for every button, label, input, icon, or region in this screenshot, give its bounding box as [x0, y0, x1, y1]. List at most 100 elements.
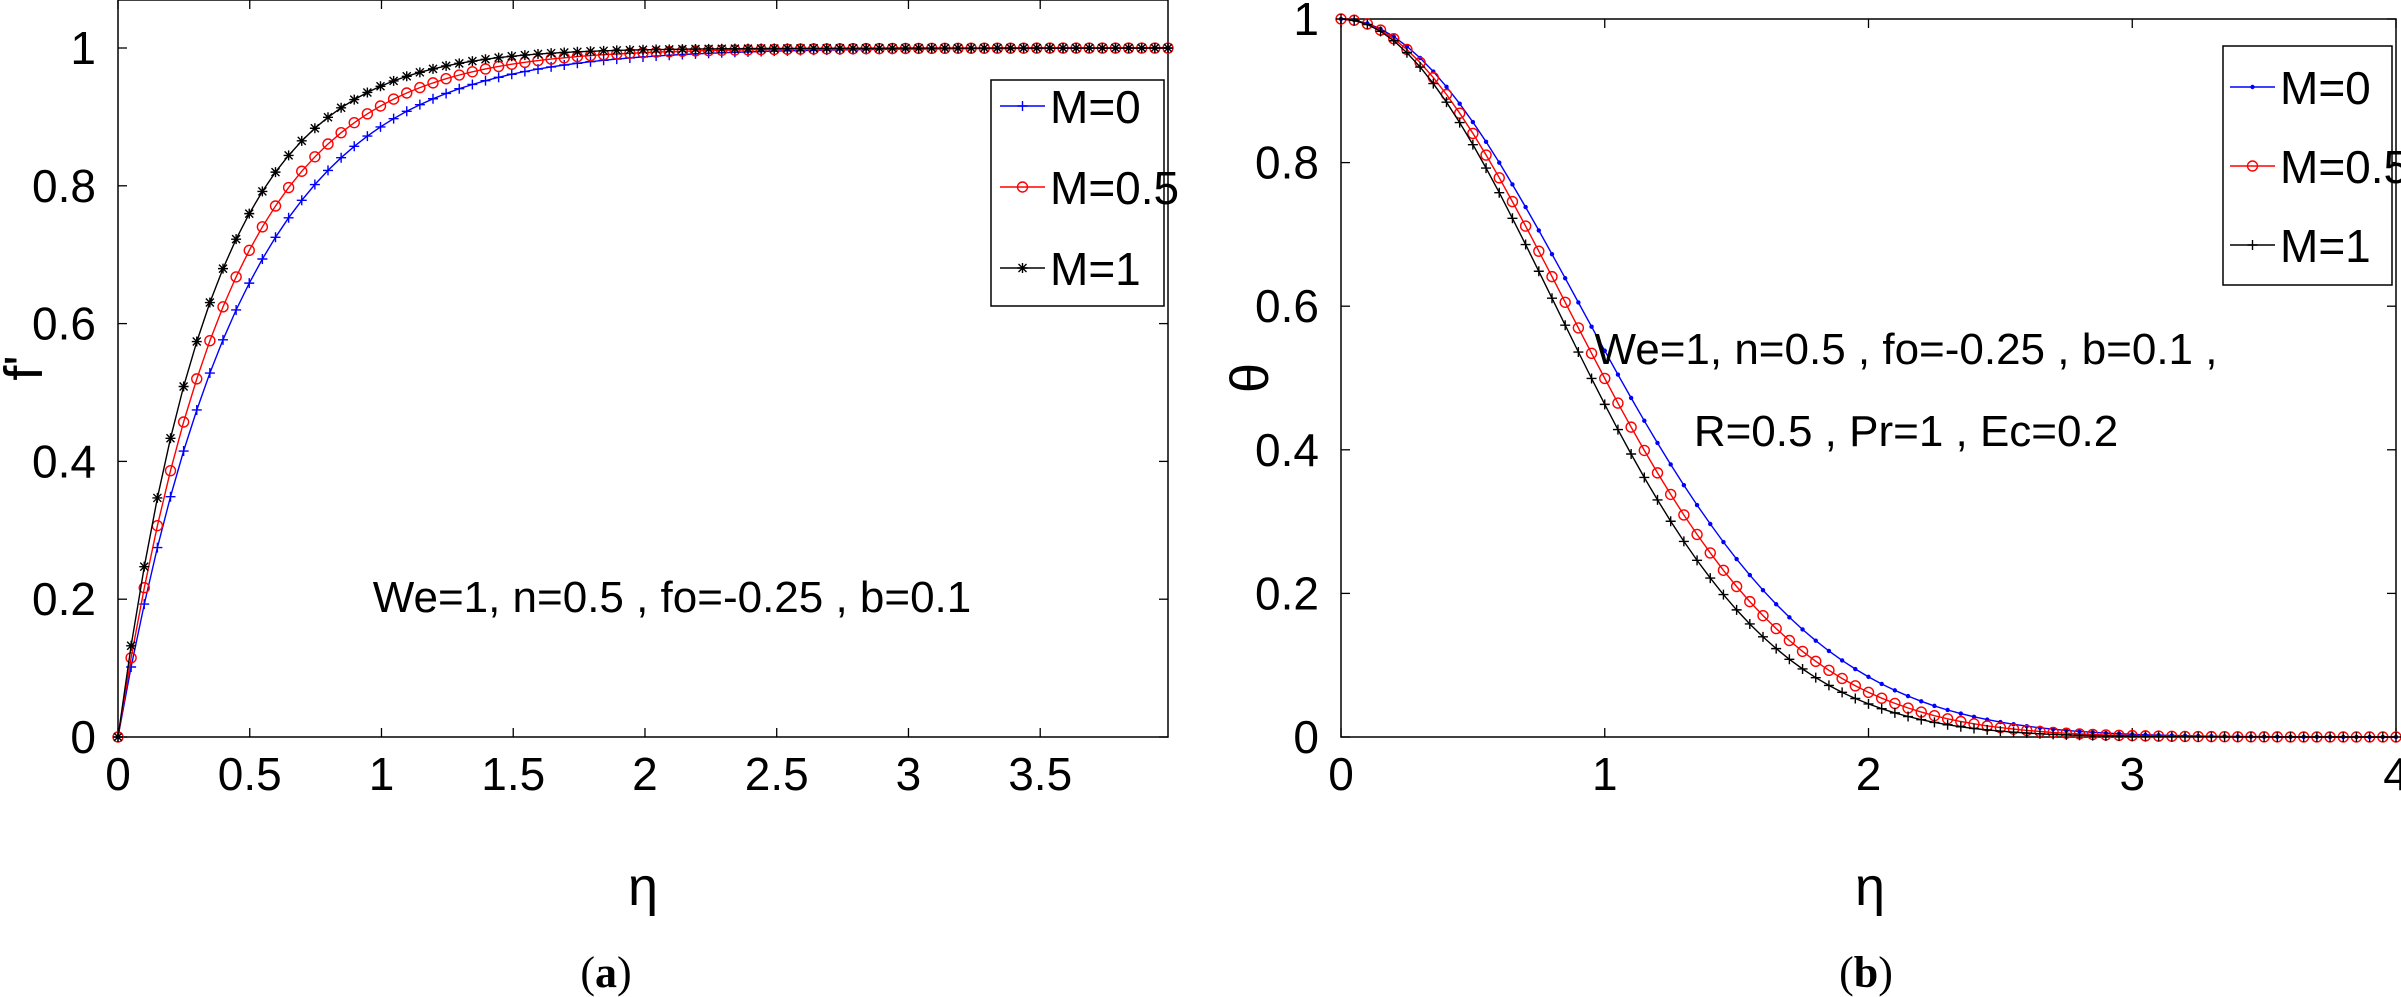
data-point [1506, 195, 1519, 208]
data-point [1823, 664, 1835, 677]
data-point [1796, 645, 1809, 658]
data-point [1628, 395, 1634, 401]
data-point [1612, 397, 1624, 409]
data-point [887, 43, 898, 54]
data-point [178, 381, 189, 392]
data-point [1718, 589, 1729, 600]
data-point [441, 60, 452, 71]
x-tick-label: 1 [1592, 748, 1618, 800]
data-point [480, 54, 491, 65]
data-point [1520, 239, 1531, 250]
data-point [664, 44, 675, 55]
data-point [204, 368, 215, 379]
data-point [270, 167, 281, 178]
data-point [164, 464, 177, 477]
data-point [322, 138, 334, 150]
data-point [611, 45, 622, 56]
data-point [1572, 322, 1585, 334]
data-point [834, 43, 845, 54]
data-point [1638, 444, 1651, 457]
data-point [243, 244, 255, 257]
data-point [1730, 580, 1743, 593]
x-tick-label: 0.5 [218, 748, 282, 800]
data-point [1612, 424, 1623, 435]
data-point [1589, 324, 1594, 329]
data-point [1547, 293, 1557, 304]
data-point [113, 732, 123, 742]
data-point [493, 72, 504, 83]
data-point [388, 113, 399, 124]
data-point [1349, 15, 1360, 26]
data-point [1507, 213, 1518, 224]
data-point [756, 43, 767, 54]
data-point [1599, 399, 1610, 410]
series-group-b [1335, 13, 2401, 743]
data-point [795, 43, 806, 54]
data-point [1995, 726, 2006, 737]
data-point [1467, 139, 1478, 150]
data-point [900, 43, 911, 54]
y-tick-label: 0.6 [32, 298, 96, 350]
data-point [1031, 43, 1042, 54]
data-point [191, 404, 202, 415]
legend-label-m0: M=0 [1050, 81, 1141, 133]
data-point [1945, 707, 1950, 713]
data-point [1665, 516, 1676, 527]
x-tick-label: 3.5 [1008, 748, 1072, 800]
data-point [453, 69, 465, 81]
data-point [1559, 296, 1571, 308]
legend-marker [2250, 84, 2255, 90]
y-tick-label: 0.6 [1255, 280, 1319, 332]
data-point [1773, 602, 1779, 607]
data-point [559, 47, 570, 58]
chart-panel-b: 0 1 2 3 4 0 0.2 0.4 0.6 0.8 1 η θ We=1, n=0.5 , f… [1220, 0, 2401, 997]
data-point [1639, 472, 1650, 483]
data-point [1942, 719, 1953, 730]
data-point [349, 94, 360, 105]
data-point [1760, 587, 1766, 593]
data-point [1415, 62, 1426, 73]
data-point [1615, 372, 1621, 377]
data-point [257, 186, 268, 197]
data-point [1018, 43, 1029, 54]
data-point [177, 416, 190, 428]
data-point [559, 59, 570, 70]
data-point [283, 150, 294, 161]
data-point [1480, 149, 1492, 161]
data-point [1586, 373, 1597, 384]
data-point [1744, 595, 1756, 608]
data-point [1783, 634, 1796, 647]
data-point [428, 63, 438, 74]
data-point [979, 43, 990, 54]
data-point [1444, 84, 1449, 90]
legend-label-m1: M=1 [1050, 243, 1141, 295]
data-point [992, 43, 1003, 54]
data-point [1533, 266, 1544, 277]
data-point [414, 81, 426, 94]
legend-label-m05: M=0.5 [2280, 141, 2401, 193]
data-point [703, 43, 714, 54]
data-point [323, 112, 333, 123]
legend-a: M=0 M=0.5 M=1 [990, 79, 1179, 307]
x-tick-label: 4 [2383, 748, 2401, 800]
data-point [309, 123, 320, 134]
data-point [480, 75, 491, 86]
data-point [1562, 276, 1568, 281]
data-point [401, 87, 413, 99]
data-point [848, 43, 858, 54]
data-point [336, 152, 347, 163]
data-point [1652, 494, 1663, 505]
data-point [270, 232, 281, 243]
data-point [1457, 101, 1462, 106]
y-axis-label-b: θ [1220, 363, 1280, 393]
data-point [336, 102, 347, 113]
data-point [1757, 609, 1769, 622]
data-point [152, 542, 163, 553]
data-point [1573, 347, 1584, 358]
x-axis-label-b: η [1855, 857, 1885, 917]
y-tick-label: 0.8 [32, 160, 96, 212]
series-m-1 [113, 43, 1173, 742]
data-point [401, 106, 412, 117]
data-point [467, 56, 478, 67]
data-point [1560, 320, 1571, 331]
